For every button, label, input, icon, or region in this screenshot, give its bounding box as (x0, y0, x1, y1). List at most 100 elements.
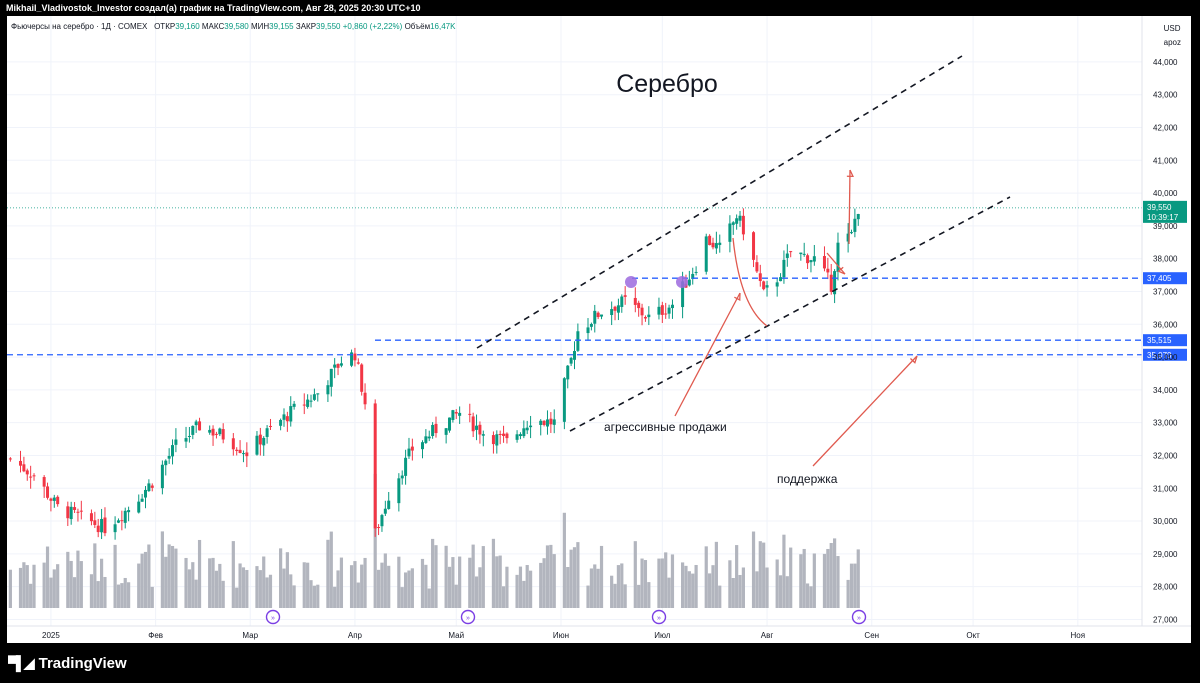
candle-body (25, 470, 29, 475)
candle-body (198, 421, 202, 431)
volume-bar (187, 569, 192, 608)
volume-bar (147, 544, 151, 608)
currency-unit: USD (1163, 24, 1181, 33)
volume-bar (833, 538, 837, 608)
candle-body (826, 268, 830, 273)
candle-body (46, 486, 50, 498)
volume-bar (373, 473, 377, 608)
y-tick-label: 33,000 (1153, 419, 1178, 428)
volume-bar (285, 552, 289, 608)
volume-bar (113, 544, 117, 608)
high-label: МАКС (201, 22, 225, 31)
candle-body (377, 527, 381, 529)
volume-bar (434, 545, 438, 608)
candle-body (235, 449, 239, 451)
volume-bar (657, 558, 661, 608)
candle-body (849, 232, 853, 234)
volume-bar (69, 560, 73, 608)
candle-body (573, 350, 576, 360)
volume-bar (576, 542, 580, 608)
volume-bar (751, 531, 756, 608)
candle-body (458, 412, 462, 416)
currency-selector[interactable]: USD apoz (1164, 22, 1181, 50)
y-tick-label: 36,000 (1153, 320, 1178, 329)
volume-bar (150, 586, 154, 608)
volume-bar (127, 582, 131, 608)
volume-bar (360, 564, 364, 608)
candle-body (789, 251, 793, 253)
volume-bar (714, 541, 718, 608)
volume-bar (96, 581, 100, 608)
volume-bar (643, 560, 648, 608)
candle-body (137, 501, 141, 513)
dividend-event-glyph: » (466, 615, 470, 622)
candle-body (167, 455, 171, 459)
volume-bar (498, 555, 502, 608)
volume-bar (741, 567, 745, 608)
candle-body (444, 428, 448, 435)
candle-body (495, 434, 499, 446)
volume-bar (25, 565, 29, 608)
y-tick-label: 42,000 (1153, 124, 1178, 133)
volume-bar (664, 552, 668, 608)
candle-body (637, 302, 641, 309)
volume-bar (478, 567, 482, 608)
candle-body (410, 446, 414, 451)
volume-bar (160, 531, 164, 608)
candle-body (120, 520, 124, 522)
chart-panel[interactable]: 37,405 35,515 35,070 39,550 10:39:17 »»»» 44… (7, 16, 1191, 643)
close-value: 39,550 (316, 22, 341, 31)
volume-bar (140, 553, 144, 608)
volume-bar (586, 585, 590, 608)
volume-bar (211, 557, 215, 608)
candle-body (326, 385, 330, 395)
candle-body (241, 453, 245, 455)
volume-bar (52, 569, 56, 608)
volume-bar (805, 583, 810, 608)
candle-body (66, 506, 70, 519)
volume-bar (633, 541, 637, 608)
y-tick-label: 38,000 (1153, 255, 1178, 264)
volume-bar (309, 580, 313, 608)
volume-bar (474, 576, 479, 608)
volume-bar (458, 556, 462, 608)
candle-body (306, 399, 310, 407)
candle-body (728, 223, 732, 242)
candle-body (741, 215, 745, 235)
volume-bar (447, 566, 452, 608)
y-tick-label: 32,000 (1153, 451, 1178, 460)
y-tick-label: 44,000 (1153, 58, 1178, 67)
volume-bar (782, 534, 786, 608)
candle-body (708, 235, 712, 246)
candle-body (400, 475, 404, 479)
volume-bar (731, 577, 735, 608)
price-label: 37,405 (1147, 274, 1172, 283)
volume-bar (316, 584, 320, 608)
candle-body (127, 510, 131, 513)
dividend-event-icon (460, 609, 476, 625)
volume-bar (400, 587, 404, 608)
symbol-name[interactable]: Фьючерсы на серебро · 1Д · COMEX (11, 22, 148, 31)
price-label-bg (1143, 272, 1187, 285)
candle-body (285, 416, 289, 422)
volume-bar (738, 574, 742, 608)
candle-body (316, 393, 320, 395)
channel-lower-line (569, 196, 1011, 432)
grid (7, 16, 1142, 626)
candle-body (518, 434, 522, 437)
y-tick-label: 34,000 (1153, 386, 1178, 395)
candle-body (806, 255, 810, 264)
bar-countdown-label: 10:39:17 (1147, 213, 1179, 222)
volume-bar (333, 586, 337, 608)
volume-bar (292, 585, 296, 608)
candle-body (208, 429, 212, 433)
candle-body (836, 242, 840, 272)
volume-bar (279, 548, 283, 608)
volume-value: 16,47K (430, 22, 456, 31)
symbol-legend: Фьючерсы на серебро · 1Д · COMEX ОТКР39,… (11, 22, 455, 31)
candle-body (22, 464, 26, 472)
x-tick-label: Июл (654, 631, 671, 640)
volume-bar (640, 558, 644, 608)
candle-body (373, 403, 377, 529)
